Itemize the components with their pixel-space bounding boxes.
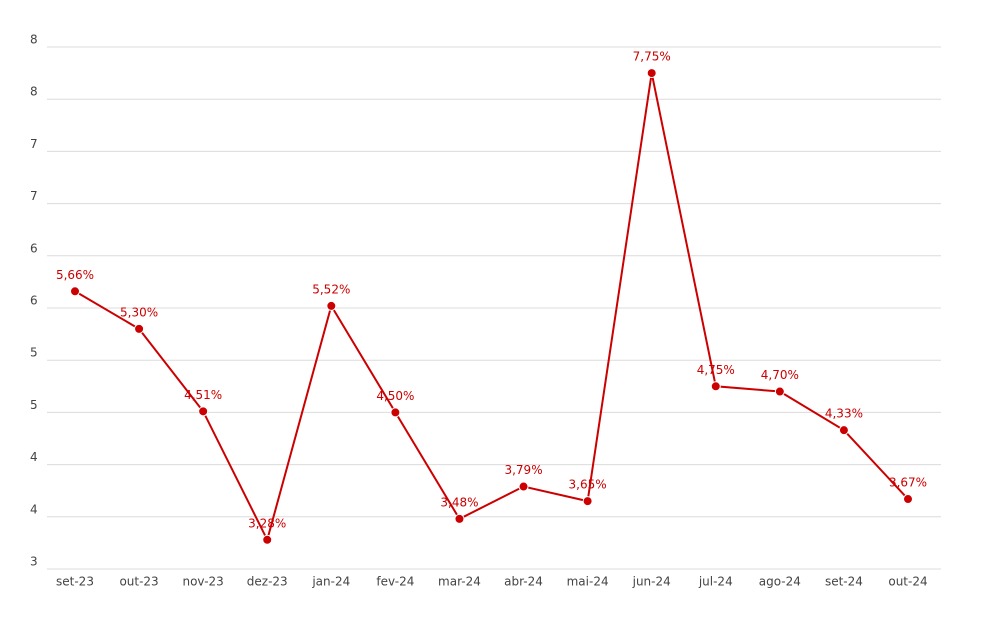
line — [74, 72, 909, 543]
point — [454, 513, 465, 524]
data-label: 4,33% — [825, 407, 863, 421]
x-tick-label: jun-24 — [632, 575, 671, 589]
y-tick-label: 6 — [30, 241, 38, 255]
x-tick-label: out-23 — [119, 575, 158, 589]
point — [390, 407, 401, 418]
x-tick-label: ago-24 — [759, 575, 801, 589]
point — [70, 286, 80, 297]
data-label: 7,75% — [633, 50, 671, 64]
y-tick-label: 7 — [30, 137, 38, 151]
data-label: 4,51% — [184, 388, 222, 402]
point — [134, 323, 145, 334]
y-tick-label: 4 — [30, 450, 38, 464]
y-tick-label: 6 — [30, 294, 38, 308]
x-tick-label: out-24 — [888, 575, 927, 589]
data-label: 5,30% — [120, 305, 158, 319]
y-tick-label: 7 — [30, 189, 38, 203]
point — [198, 406, 209, 417]
x-tick-label: fev-24 — [376, 575, 414, 589]
point — [710, 381, 721, 392]
x-tick-label: set-24 — [825, 575, 863, 589]
point — [262, 534, 273, 545]
point — [838, 425, 849, 436]
y-tick-label: 8 — [30, 85, 38, 99]
x-tick-label: set-23 — [56, 575, 94, 589]
data-label: 4,50% — [376, 389, 414, 403]
data-label: 3,28% — [248, 516, 286, 530]
point — [582, 496, 593, 507]
point — [774, 386, 785, 397]
data-label: 5,52% — [312, 282, 350, 296]
y-tick-label: 8 — [30, 33, 38, 47]
x-tick-label: mar-24 — [438, 575, 481, 589]
x-tick-label: nov-23 — [182, 575, 223, 589]
data-label: 3,48% — [440, 495, 478, 509]
x-tick-label: dez-23 — [247, 575, 288, 589]
point — [646, 68, 657, 79]
x-tick-label: jan-24 — [311, 575, 350, 589]
point — [903, 494, 913, 505]
y-tick-label: 5 — [30, 346, 38, 360]
data-label: 5,66% — [56, 268, 94, 282]
y-tick-label: 3 — [30, 555, 38, 569]
x-tick-label: mai-24 — [567, 575, 609, 589]
data-label: 4,70% — [761, 368, 799, 382]
y-tick-label: 4 — [30, 502, 38, 516]
data-label: 3,67% — [889, 476, 927, 490]
point — [326, 300, 337, 311]
data-label: 3,79% — [504, 463, 542, 477]
y-tick-label: 5 — [30, 398, 38, 412]
point — [518, 481, 529, 492]
data-label: 3,65% — [569, 478, 607, 492]
data-label: 4,75% — [697, 363, 735, 377]
x-tick-label: jul-24 — [698, 575, 733, 589]
x-tick-label: abr-24 — [504, 575, 543, 589]
